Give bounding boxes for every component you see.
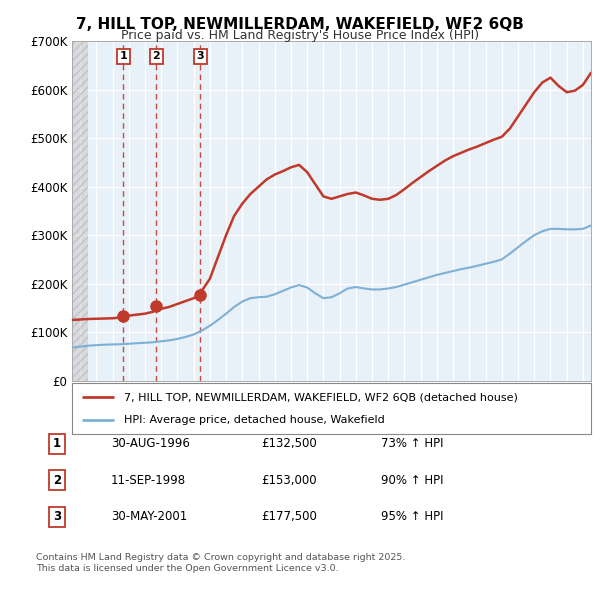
Text: £132,500: £132,500	[261, 437, 317, 450]
Text: £177,500: £177,500	[261, 510, 317, 523]
Text: 7, HILL TOP, NEWMILLERDAM, WAKEFIELD, WF2 6QB (detached house): 7, HILL TOP, NEWMILLERDAM, WAKEFIELD, WF…	[124, 392, 518, 402]
Text: This data is licensed under the Open Government Licence v3.0.: This data is licensed under the Open Gov…	[36, 565, 338, 573]
Text: 95% ↑ HPI: 95% ↑ HPI	[381, 510, 443, 523]
Text: 90% ↑ HPI: 90% ↑ HPI	[381, 474, 443, 487]
Text: Price paid vs. HM Land Registry's House Price Index (HPI): Price paid vs. HM Land Registry's House …	[121, 30, 479, 42]
Text: 11-SEP-1998: 11-SEP-1998	[111, 474, 186, 487]
Text: 73% ↑ HPI: 73% ↑ HPI	[381, 437, 443, 450]
Text: Contains HM Land Registry data © Crown copyright and database right 2025.: Contains HM Land Registry data © Crown c…	[36, 553, 406, 562]
Text: 1: 1	[119, 51, 127, 61]
Text: HPI: Average price, detached house, Wakefield: HPI: Average price, detached house, Wake…	[124, 415, 385, 425]
Text: 1: 1	[53, 437, 61, 450]
Text: 7, HILL TOP, NEWMILLERDAM, WAKEFIELD, WF2 6QB: 7, HILL TOP, NEWMILLERDAM, WAKEFIELD, WF…	[76, 17, 524, 31]
Bar	[72, 41, 88, 381]
Text: 2: 2	[152, 51, 160, 61]
Text: 3: 3	[53, 510, 61, 523]
Text: 30-AUG-1996: 30-AUG-1996	[111, 437, 190, 450]
Text: 2: 2	[53, 474, 61, 487]
Text: 30-MAY-2001: 30-MAY-2001	[111, 510, 187, 523]
Text: 3: 3	[196, 51, 204, 61]
Text: £153,000: £153,000	[261, 474, 317, 487]
